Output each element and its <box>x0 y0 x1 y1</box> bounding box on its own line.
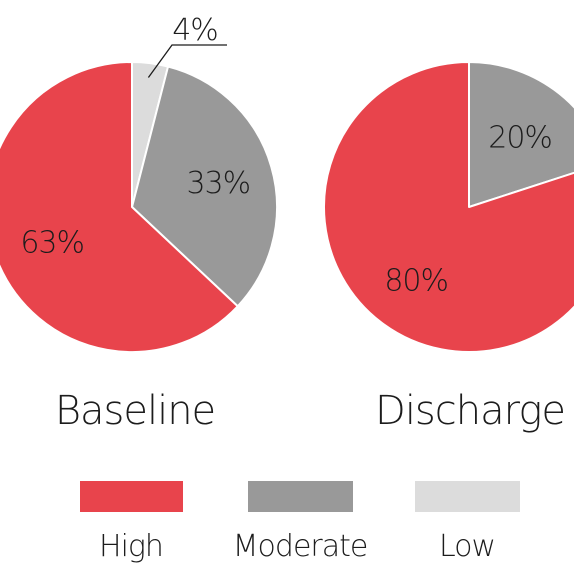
pie-slice-baseline-high <box>0 61 239 353</box>
pie-title-baseline: Baseline <box>55 388 215 434</box>
legend: High Moderate Low <box>80 481 520 564</box>
slice-label-discharge-moderate: 20% <box>488 121 552 156</box>
callout-line-baseline-low <box>147 44 227 78</box>
slice-label-baseline-low: 4% <box>172 13 218 48</box>
pie-discharge: 20% 80% <box>323 61 574 353</box>
pie-slice-discharge-moderate <box>468 61 574 208</box>
slice-label-baseline-moderate: 33% <box>186 166 250 201</box>
slice-label-baseline-high: 63% <box>20 226 84 261</box>
legend-swatch-high <box>80 481 183 512</box>
legend-label-high: High <box>99 529 163 564</box>
legend-label-low: Low <box>439 529 495 564</box>
legend-swatch-low <box>415 481 520 512</box>
legend-swatch-moderate <box>248 481 353 512</box>
legend-label-moderate: Moderate <box>233 529 368 564</box>
slice-label-discharge-high: 80% <box>384 264 448 299</box>
pie-title-discharge: Discharge <box>375 388 565 434</box>
pie-slice-discharge-high <box>323 61 574 353</box>
pie-baseline: 4% 33% 63% <box>0 13 278 353</box>
pie-slice-baseline-moderate <box>131 65 278 308</box>
